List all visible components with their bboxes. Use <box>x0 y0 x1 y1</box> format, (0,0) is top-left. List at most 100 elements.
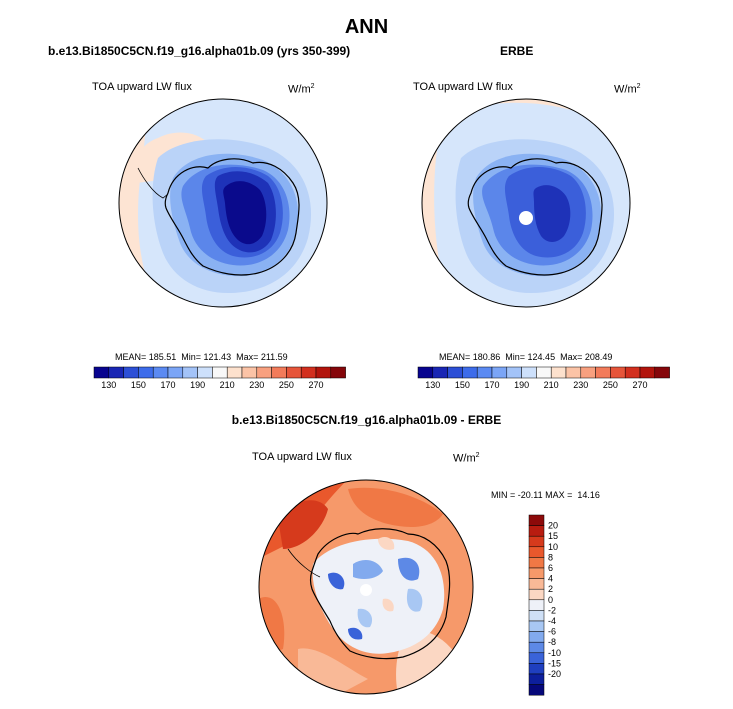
colorbar-bin <box>212 366 228 379</box>
panel3-field-label: TOA upward LW flux <box>252 451 352 463</box>
colorbar-tick-label: 250 <box>279 380 294 390</box>
colorbar-bin <box>565 366 582 379</box>
colorbar-bin <box>476 366 493 379</box>
colorbar-bin <box>528 663 545 675</box>
panel1-colorbar-ticks: 130 150 170 190 210 230 250 270 <box>101 380 323 390</box>
panel1-units-text: W/m <box>288 83 311 96</box>
panel2-units: W/m2 <box>614 83 641 96</box>
panel2-colorbar-ticks: 130 150 170 190 210 230 250 270 <box>425 380 647 390</box>
colorbar-bin <box>580 366 596 379</box>
colorbar-tick-label: -8 <box>548 637 556 647</box>
colorbar-tick-label: 230 <box>249 380 264 390</box>
panel2-colorbar-bins <box>417 366 670 379</box>
colorbar-bin <box>432 366 448 379</box>
colorbar-bin <box>417 366 434 379</box>
colorbar-tick-label: 130 <box>425 380 440 390</box>
panel3-colorbar-bins <box>528 514 545 696</box>
panel1-field-label: TOA upward LW flux <box>92 81 192 93</box>
colorbar-bin <box>330 366 346 379</box>
panel1-colorbar-bins <box>93 366 346 379</box>
panel3-stats: MIN = -20.11 MAX = 14.16 <box>491 490 600 500</box>
colorbar-bin <box>624 366 641 379</box>
colorbar-tick-label: -6 <box>548 627 556 637</box>
colorbar-tick-label: 130 <box>101 380 116 390</box>
colorbar-tick-label: 210 <box>220 380 235 390</box>
colorbar-tick-label: 0 <box>548 595 553 605</box>
panel1-map <box>118 98 328 308</box>
colorbar-tick-label: -2 <box>548 605 556 615</box>
colorbar-tick-label: 10 <box>548 542 558 552</box>
colorbar-tick-label: 150 <box>131 380 146 390</box>
colorbar-bin <box>241 366 258 379</box>
panel2-units-text: W/m <box>614 83 637 96</box>
colorbar-bin <box>300 366 317 379</box>
panel2-units-sup: 2 <box>636 83 641 90</box>
colorbar-bin <box>315 366 332 379</box>
colorbar-tick-label: 270 <box>308 380 323 390</box>
colorbar-tick-label: 170 <box>484 380 499 390</box>
panel2-colorbar: 130 150 170 190 210 230 250 270 <box>417 366 670 390</box>
colorbar-bin <box>226 366 243 379</box>
panel1-stats: MEAN= 185.51 Min= 121.43 Max= 211.59 <box>115 352 288 362</box>
colorbar-bin <box>491 366 508 379</box>
colorbar-tick-label: -4 <box>548 616 556 626</box>
panel2-map <box>421 98 631 308</box>
colorbar-tick-label: -10 <box>548 648 561 658</box>
colorbar-bin <box>528 631 545 643</box>
colorbar-tick-label: 2 <box>548 584 553 594</box>
colorbar-tick-label: 230 <box>573 380 588 390</box>
panel2-field-label: TOA upward LW flux <box>413 81 513 93</box>
colorbar-bin <box>138 366 154 379</box>
colorbar-bin <box>528 525 545 537</box>
colorbar-bin <box>528 652 545 664</box>
panel1-title: b.e13.Bi1850C5CN.f19_g16.alpha01b.09 (yr… <box>48 44 351 58</box>
colorbar-tick-label: 270 <box>632 380 647 390</box>
colorbar-tick-label: 6 <box>548 563 553 573</box>
colorbar-bin <box>528 567 545 579</box>
panel2-stats: MEAN= 180.86 Min= 124.45 Max= 208.49 <box>439 352 613 362</box>
colorbar-bin <box>654 366 670 379</box>
colorbar-bin <box>610 366 626 379</box>
panel3-units-text: W/m <box>453 452 476 465</box>
panel1-units: W/m2 <box>288 83 315 96</box>
colorbar-tick-label: 250 <box>603 380 618 390</box>
colorbar-bin <box>197 366 213 379</box>
colorbar-bin <box>521 366 537 379</box>
colorbar-bin <box>123 366 139 379</box>
colorbar-tick-label: 150 <box>455 380 470 390</box>
colorbar-bin <box>528 641 545 654</box>
colorbar-bin <box>528 514 545 526</box>
panel1-units-sup: 2 <box>310 83 315 90</box>
colorbar-bin <box>152 366 169 379</box>
colorbar-tick-label: 190 <box>514 380 529 390</box>
colorbar-bin <box>528 599 545 611</box>
colorbar-tick-label: 190 <box>190 380 205 390</box>
colorbar-bin <box>595 366 611 379</box>
colorbar-bin <box>167 366 184 379</box>
colorbar-bin <box>528 588 545 601</box>
figure-title: ANN <box>344 16 389 38</box>
colorbar-tick-label: 170 <box>160 380 175 390</box>
panel1-colorbar: 130 150 170 190 210 230 250 270 <box>93 366 346 390</box>
colorbar-bin <box>528 684 545 696</box>
colorbar-bin <box>108 366 124 379</box>
colorbar-bin <box>256 366 272 379</box>
colorbar-tick-label: 210 <box>544 380 559 390</box>
colorbar-bin <box>286 366 302 379</box>
panel3-units-sup: 2 <box>475 452 480 459</box>
colorbar-bin <box>528 673 545 685</box>
colorbar-tick-label: 15 <box>548 531 558 541</box>
colorbar-bin <box>93 366 110 379</box>
colorbar-bin <box>447 366 463 379</box>
colorbar-bin <box>528 620 545 632</box>
colorbar-bin <box>271 366 287 379</box>
colorbar-bin <box>528 578 545 590</box>
diff-title: b.e13.Bi1850C5CN.f19_g16.alpha01b.09 - E… <box>231 413 502 427</box>
colorbar-tick-label: -20 <box>548 669 561 679</box>
colorbar-tick-label: -15 <box>548 658 561 668</box>
colorbar-tick-label: 20 <box>548 521 558 531</box>
colorbar-bin <box>550 366 567 379</box>
colorbar-bin <box>528 610 545 622</box>
